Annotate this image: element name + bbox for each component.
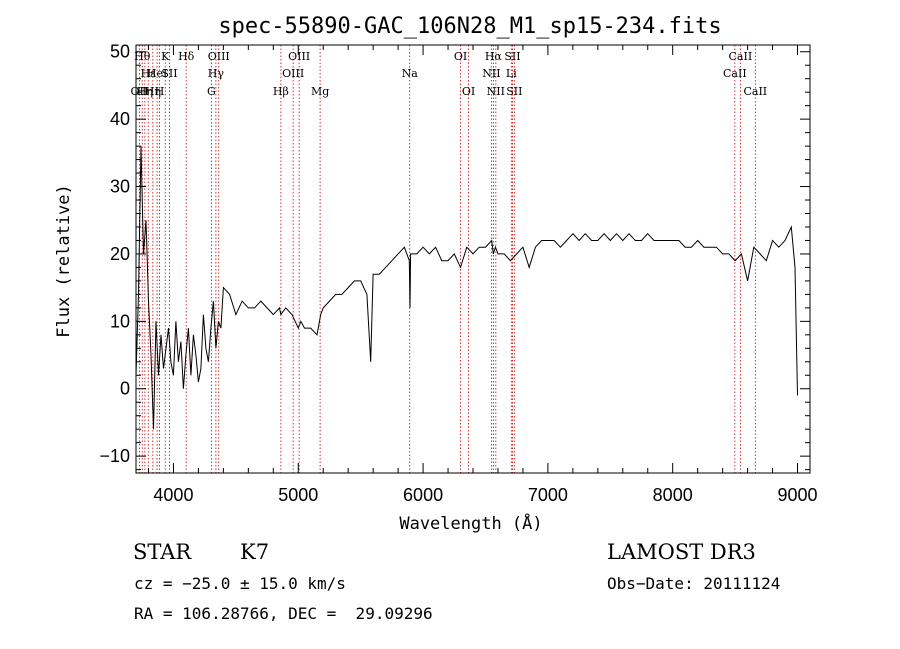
line-label-23: Li — [506, 67, 517, 80]
line-label-24: SII — [504, 50, 520, 63]
redshift-velocity: cz = −25.0 ± 15.0 km/s — [134, 574, 346, 593]
line-label-1: Hθ — [134, 50, 151, 63]
line-label-11: Hγ — [208, 67, 225, 80]
line-label-20: NII — [482, 67, 500, 80]
axis-ticks: 4000 5000 6000 7000 8000 9000 −10 0 10 20 30 40 50 — [99, 42, 817, 505]
line-label-7: K — [161, 50, 170, 63]
x-tick-label: 8000 — [653, 485, 693, 505]
y-tick-label: 0 — [120, 379, 130, 399]
line-label-27: CaII — [729, 50, 753, 63]
line-label-26: CaII — [723, 67, 747, 80]
line-label-15: OIII — [288, 50, 310, 63]
x-tick-label: 9000 — [777, 485, 817, 505]
line-labels: OIIHθHηHεHηHeIHKSIIHδGHγOIIIHβOIIIOIIIMg… — [131, 50, 768, 98]
x-tick-label: 4000 — [153, 485, 193, 505]
plot-frame — [135, 44, 811, 474]
line-label-9: Hδ — [178, 50, 195, 63]
spectral-line-markers — [138, 45, 756, 473]
line-label-25: SII — [506, 85, 522, 98]
object-subclass: K7 — [240, 540, 270, 564]
line-label-19: OI — [462, 85, 475, 98]
survey-name: LAMOST DR3 — [607, 540, 756, 564]
line-label-3: Hε — [141, 67, 157, 80]
y-axis-label: Flux (relative) — [54, 184, 74, 338]
y-tick-label: 50 — [110, 42, 130, 62]
y-tick-label: 20 — [110, 244, 130, 264]
line-label-4: Hη — [145, 85, 161, 98]
x-axis-label: Wavelength (Å) — [399, 512, 542, 534]
line-label-13: Hβ — [273, 85, 289, 98]
object-class: STAR — [133, 540, 192, 564]
line-label-5: HeI — [147, 67, 167, 80]
line-label-17: Na — [402, 67, 419, 80]
sky-coordinates: RA = 106.28766, DEC = 29.09296 — [134, 604, 433, 623]
line-label-14: OIII — [282, 67, 304, 80]
line-label-28: CaII — [743, 85, 767, 98]
line-label-10: G — [207, 85, 216, 98]
observation-date: Obs−Date: 20111124 — [607, 574, 781, 593]
line-label-16: Mg — [311, 85, 329, 98]
line-label-18: OI — [454, 50, 467, 63]
chart-title: spec-55890-GAC_106N28_M1_sp15-234.fits — [218, 14, 721, 39]
y-tick-label: 30 — [110, 177, 130, 197]
line-label-12: OIII — [208, 50, 230, 63]
x-tick-label: 6000 — [403, 485, 443, 505]
y-tick-label: 10 — [110, 311, 130, 331]
line-label-0: OII — [131, 85, 149, 98]
line-label-22: NII — [487, 85, 505, 98]
x-tick-label: 5000 — [278, 485, 318, 505]
line-label-8: SII — [161, 67, 177, 80]
x-tick-label: 7000 — [528, 485, 568, 505]
y-tick-label: 40 — [110, 109, 130, 129]
line-label-21: Hα — [485, 50, 503, 63]
y-tick-label: −10 — [99, 446, 130, 466]
line-label-2: Hη — [137, 85, 153, 98]
line-label-6: H — [155, 85, 165, 98]
flux-spectrum-line — [135, 146, 798, 430]
